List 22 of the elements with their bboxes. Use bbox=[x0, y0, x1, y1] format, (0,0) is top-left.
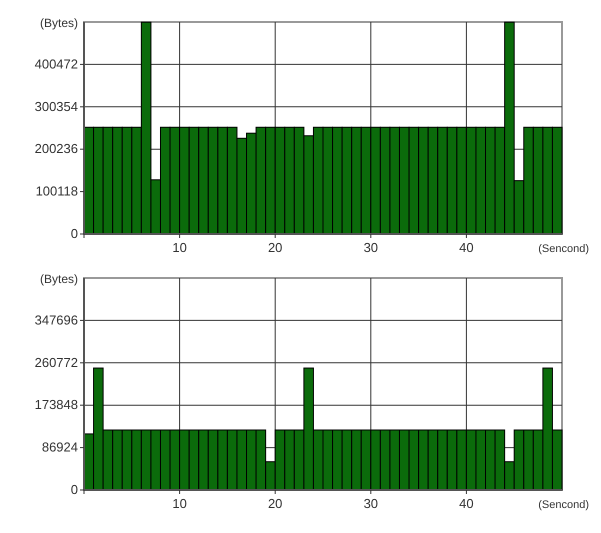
y-tick-label: 0 bbox=[70, 226, 78, 241]
x-tick-label: 20 bbox=[268, 496, 282, 511]
x-tick-label: 20 bbox=[268, 240, 282, 255]
x-tick-label: 30 bbox=[364, 496, 378, 511]
y-tick-label: 173848 bbox=[34, 397, 78, 412]
y-tick-label: 100118 bbox=[36, 184, 78, 199]
x-tick-label: 10 bbox=[172, 240, 187, 255]
y-axis-title: (Bytes) bbox=[40, 16, 78, 30]
x-tick-label: 30 bbox=[364, 240, 378, 255]
x-tick-label: 10 bbox=[172, 496, 187, 511]
y-tick-label: 400472 bbox=[34, 56, 78, 72]
y-axis-title: (Bytes) bbox=[40, 272, 78, 286]
y-tick-label: 347696 bbox=[34, 312, 78, 328]
y-tick-label: 300354 bbox=[34, 98, 78, 114]
y-tick-label: 260772 bbox=[34, 354, 78, 370]
y-tick-label: 0 bbox=[70, 482, 78, 497]
x-axis-title: (Sencond) bbox=[538, 499, 589, 511]
x-tick-label: 40 bbox=[459, 496, 474, 511]
x-axis-title: (Sencond) bbox=[538, 243, 589, 255]
y-tick-label: 200236 bbox=[34, 141, 78, 156]
y-tick-label: 86924 bbox=[42, 440, 78, 455]
x-tick-label: 40 bbox=[459, 240, 474, 255]
